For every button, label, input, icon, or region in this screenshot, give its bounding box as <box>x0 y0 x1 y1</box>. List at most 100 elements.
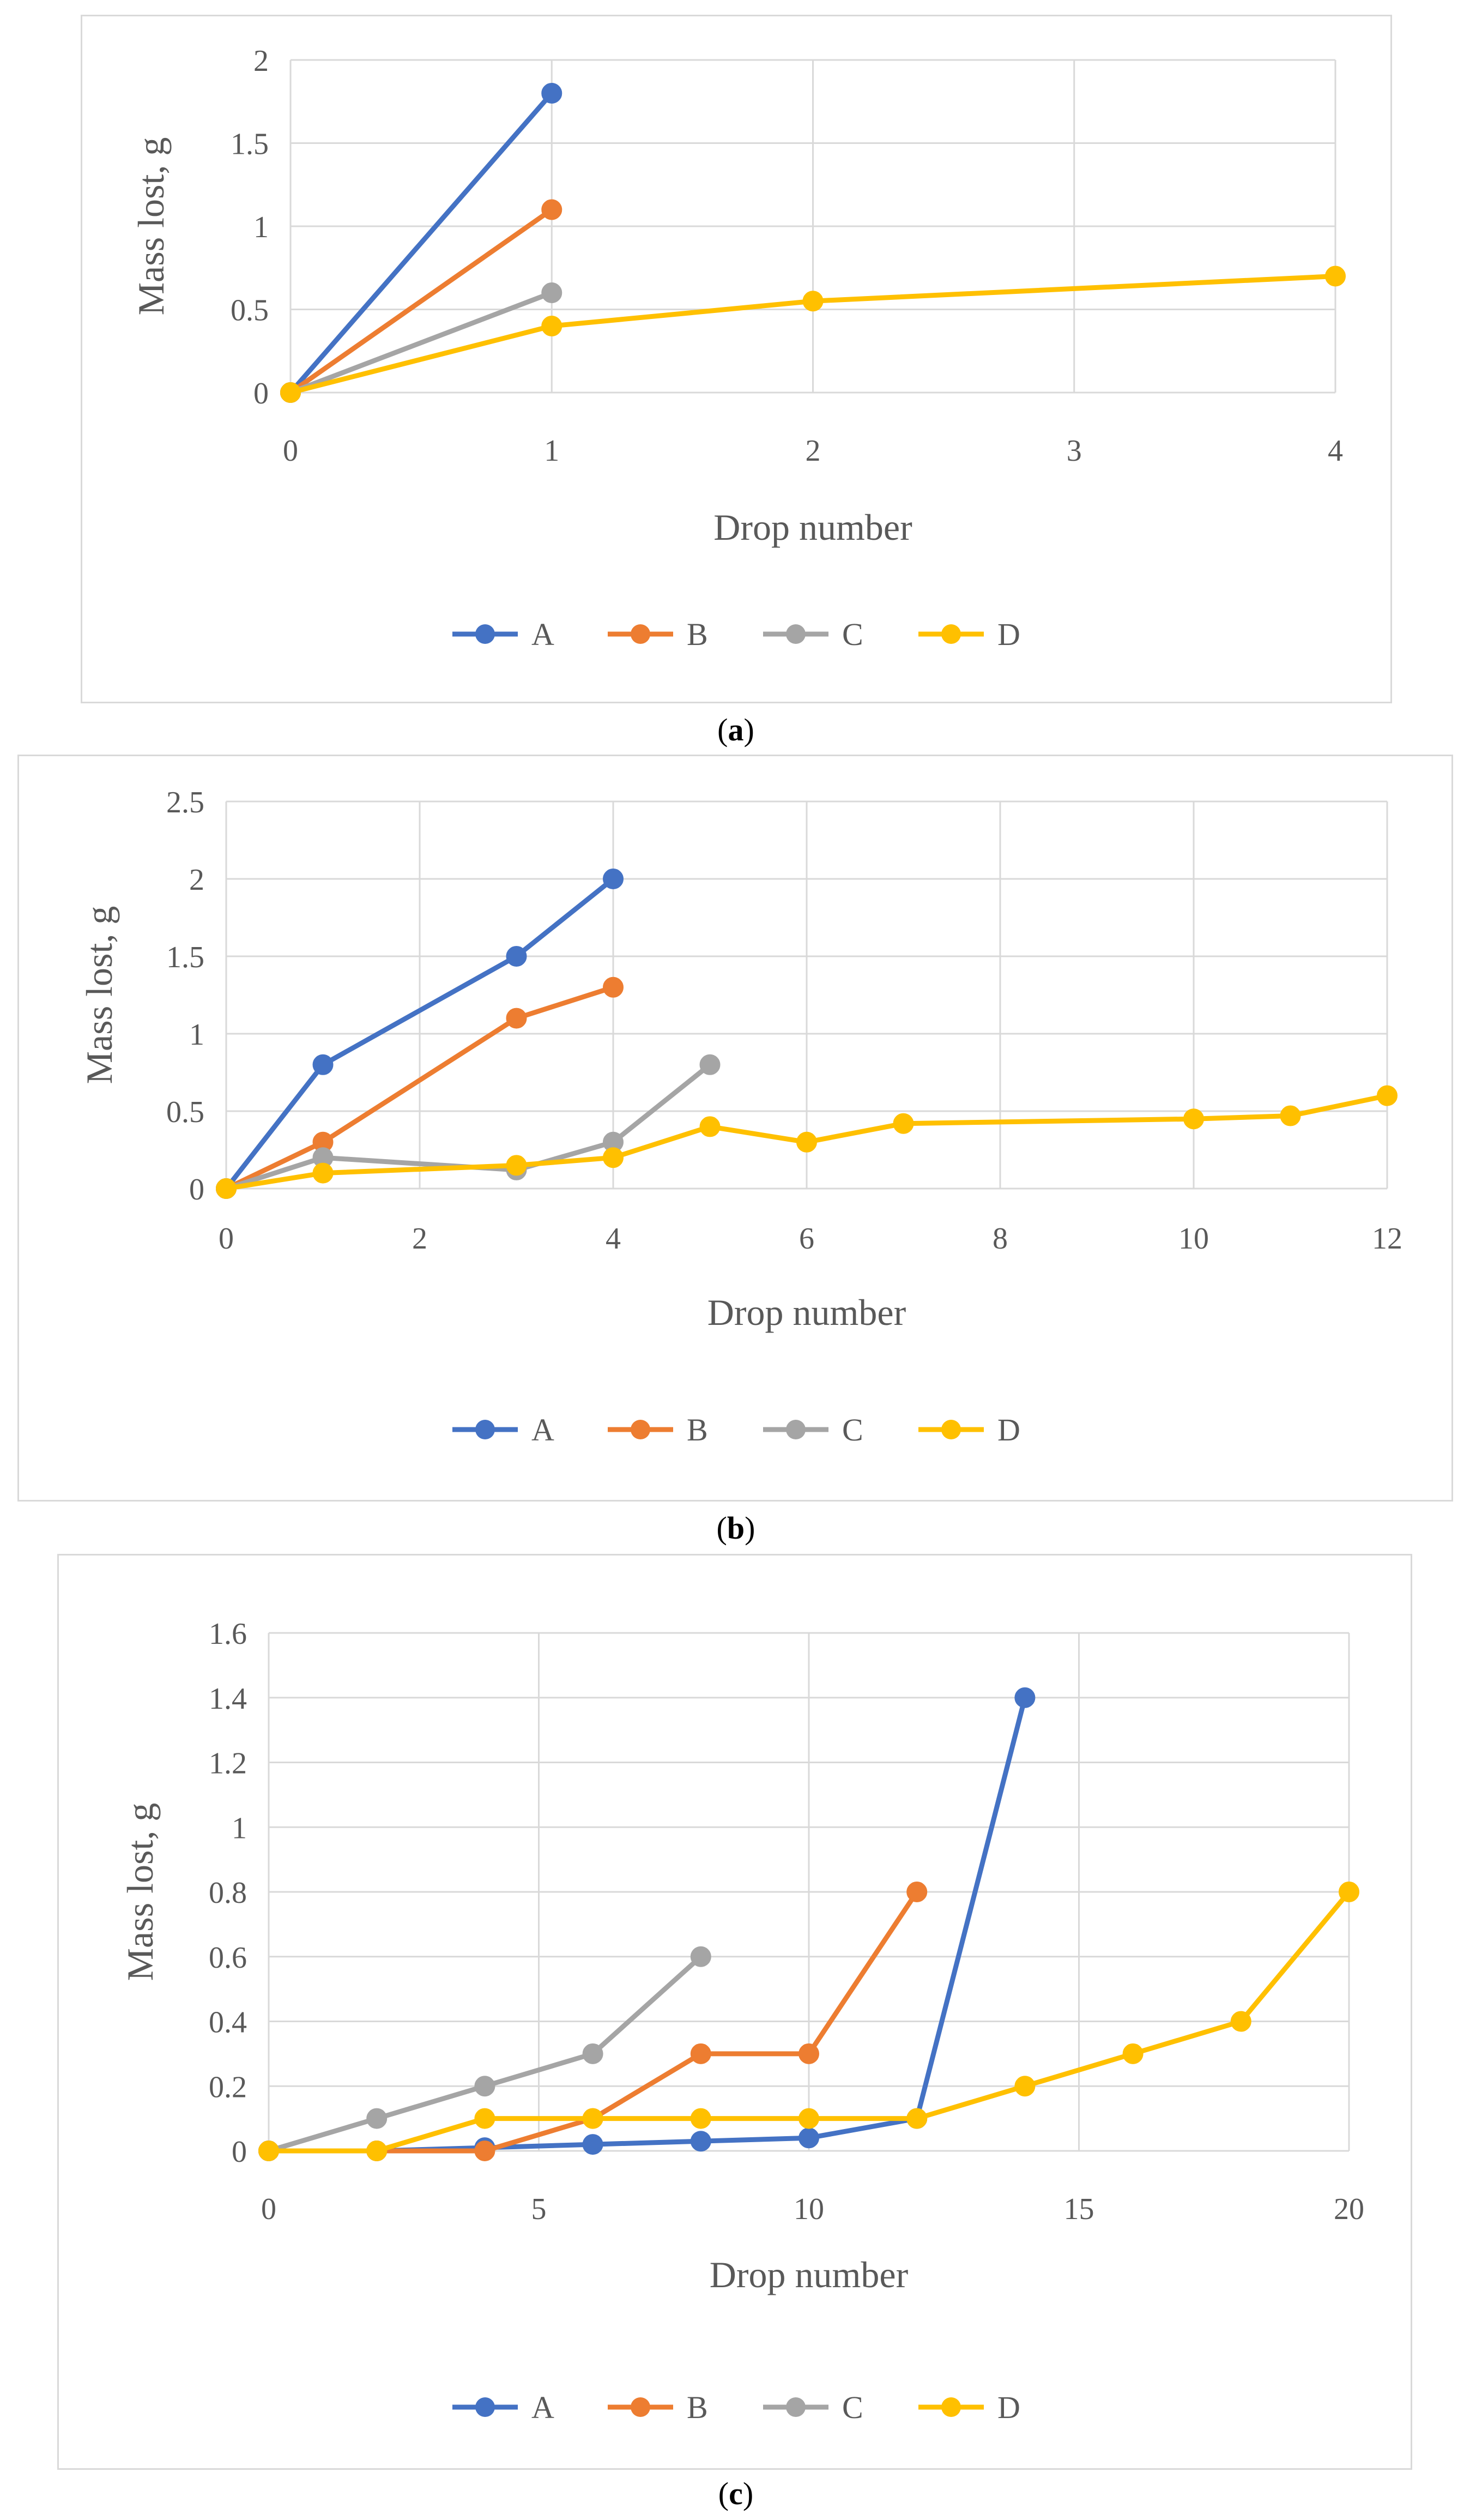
chart-b-svg: 0 0.5 1 1.5 2 2.5 0 2 4 6 8 10 12 Drop number Mass los… <box>78 786 1402 1448</box>
y-tick-label: 2 <box>253 44 269 78</box>
x-tick-label: 20 <box>1334 2192 1364 2226</box>
legend-label-D: D <box>997 2390 1020 2425</box>
x-tick-label: 12 <box>1372 1222 1402 1256</box>
y-tick-label: 0 <box>189 1173 204 1207</box>
x-tick-label: 5 <box>531 2192 547 2226</box>
data-point-A <box>603 869 624 889</box>
x-tick-label: 8 <box>993 1222 1008 1256</box>
x-tick-label: 2 <box>806 434 821 468</box>
chart-c-svg: 0 0.2 0.4 0.6 0.8 1 1.2 1.4 1.6 0 5 10 15 20 Drop numb… <box>119 1617 1364 2425</box>
data-point-A <box>541 83 562 104</box>
series-line-A <box>224 877 615 1190</box>
y-tick-label: 1 <box>253 210 269 244</box>
series-line-A <box>288 92 554 394</box>
data-point-D <box>798 2108 819 2129</box>
x-axis-title: Drop number <box>710 2254 909 2295</box>
y-tick-label: 0 <box>232 2135 247 2169</box>
data-point-D <box>1280 1105 1301 1126</box>
data-point-D <box>258 2141 279 2161</box>
data-point-B <box>798 2043 819 2064</box>
data-point-C <box>690 1946 711 1967</box>
data-point-B <box>541 199 562 220</box>
data-point-D <box>893 1113 914 1134</box>
data-point-D <box>216 1178 237 1199</box>
y-tick-label: 0 <box>253 377 269 411</box>
data-point-A <box>312 1054 334 1075</box>
y-tick-label: 1 <box>189 1018 204 1052</box>
x-axis-title: Drop number <box>713 507 912 548</box>
caption-c: (c) <box>718 2476 754 2511</box>
data-point-D <box>699 1116 721 1137</box>
x-tick-label: 1 <box>544 434 559 468</box>
data-point-A <box>798 2127 819 2149</box>
y-tick-label: 0.5 <box>166 1095 204 1129</box>
y-tick-label: 1.5 <box>231 128 269 161</box>
x-tick-label: 6 <box>799 1222 814 1256</box>
x-tick-label: 4 <box>1328 434 1343 468</box>
legend-label-B: B <box>687 2390 708 2425</box>
data-point-D <box>474 2108 495 2129</box>
legend-marker-A <box>475 2397 495 2417</box>
legend-marker-C <box>786 2397 806 2417</box>
y-axis-title: Mass lost, g <box>130 137 172 316</box>
series-line-A <box>269 1697 1027 2154</box>
legend-marker-D <box>941 624 961 644</box>
legend-label-D: D <box>997 1412 1020 1448</box>
data-point-D <box>1122 2043 1144 2064</box>
legend-label-C: C <box>842 617 863 652</box>
data-point-D <box>796 1131 817 1153</box>
series-line-C <box>289 290 553 395</box>
data-point-D <box>1014 2076 1036 2097</box>
data-point-C <box>366 2108 388 2129</box>
data-point-C <box>582 2043 603 2064</box>
legend-marker-B <box>631 1420 650 1439</box>
legend-label-D: D <box>997 617 1020 652</box>
legend-marker-B <box>631 2397 650 2417</box>
data-point-D <box>802 291 824 312</box>
series-line-D <box>226 1093 1388 1191</box>
data-point-D <box>690 2108 711 2129</box>
y-tick-label: 1.2 <box>209 1747 247 1781</box>
data-point-D <box>541 316 562 336</box>
legend-label-A: A <box>531 1412 554 1448</box>
data-point-D <box>1230 2011 1251 2032</box>
data-point-B <box>506 1008 527 1029</box>
data-point-B <box>906 1882 928 1902</box>
legend-label-A: A <box>531 2390 554 2425</box>
data-point-A <box>1014 1687 1036 1708</box>
x-axis-title: Drop number <box>707 1292 906 1333</box>
data-point-B <box>474 2141 495 2161</box>
y-tick-label: 1.5 <box>166 941 204 974</box>
legend-marker-D <box>941 1420 961 1439</box>
legend-label-B: B <box>687 617 708 652</box>
data-point-B <box>690 2043 711 2064</box>
series-line-D <box>289 274 1336 395</box>
x-tick-label: 10 <box>794 2192 824 2226</box>
legend-marker-B <box>631 624 650 644</box>
series-line-C <box>225 1063 712 1191</box>
caption-b: (b) <box>716 1510 755 1546</box>
data-point-C <box>699 1054 721 1075</box>
y-tick-label: 2.5 <box>166 786 204 819</box>
data-point-D <box>906 2108 928 2129</box>
y-axis-title: Mass lost, g <box>119 1803 161 1981</box>
chart-panel-a <box>81 15 1392 703</box>
legend-marker-C <box>786 1420 806 1439</box>
legend-label-B: B <box>687 1412 708 1448</box>
y-tick-label: 0.4 <box>209 2006 247 2040</box>
legend-marker-D <box>941 2397 961 2417</box>
data-point-C <box>541 282 562 303</box>
y-tick-label: 1.6 <box>209 1617 247 1651</box>
legend-label-C: C <box>842 1412 863 1448</box>
y-tick-label: 0.2 <box>209 2070 247 2104</box>
caption-a: (a) <box>717 712 754 747</box>
data-point-A <box>582 2134 603 2155</box>
y-tick-label: 0.5 <box>231 294 269 328</box>
data-point-D <box>1377 1085 1398 1106</box>
chart-a-svg: 0 0.5 1 1.5 2 0 1 2 3 4 Drop number Mass lost, g A B C… <box>130 44 1346 652</box>
y-tick-label: 1 <box>232 1811 247 1845</box>
y-axis-title: Mass lost, g <box>78 906 120 1084</box>
data-point-D <box>312 1162 334 1184</box>
data-point-D <box>506 1155 527 1176</box>
series-line-B <box>225 985 614 1191</box>
